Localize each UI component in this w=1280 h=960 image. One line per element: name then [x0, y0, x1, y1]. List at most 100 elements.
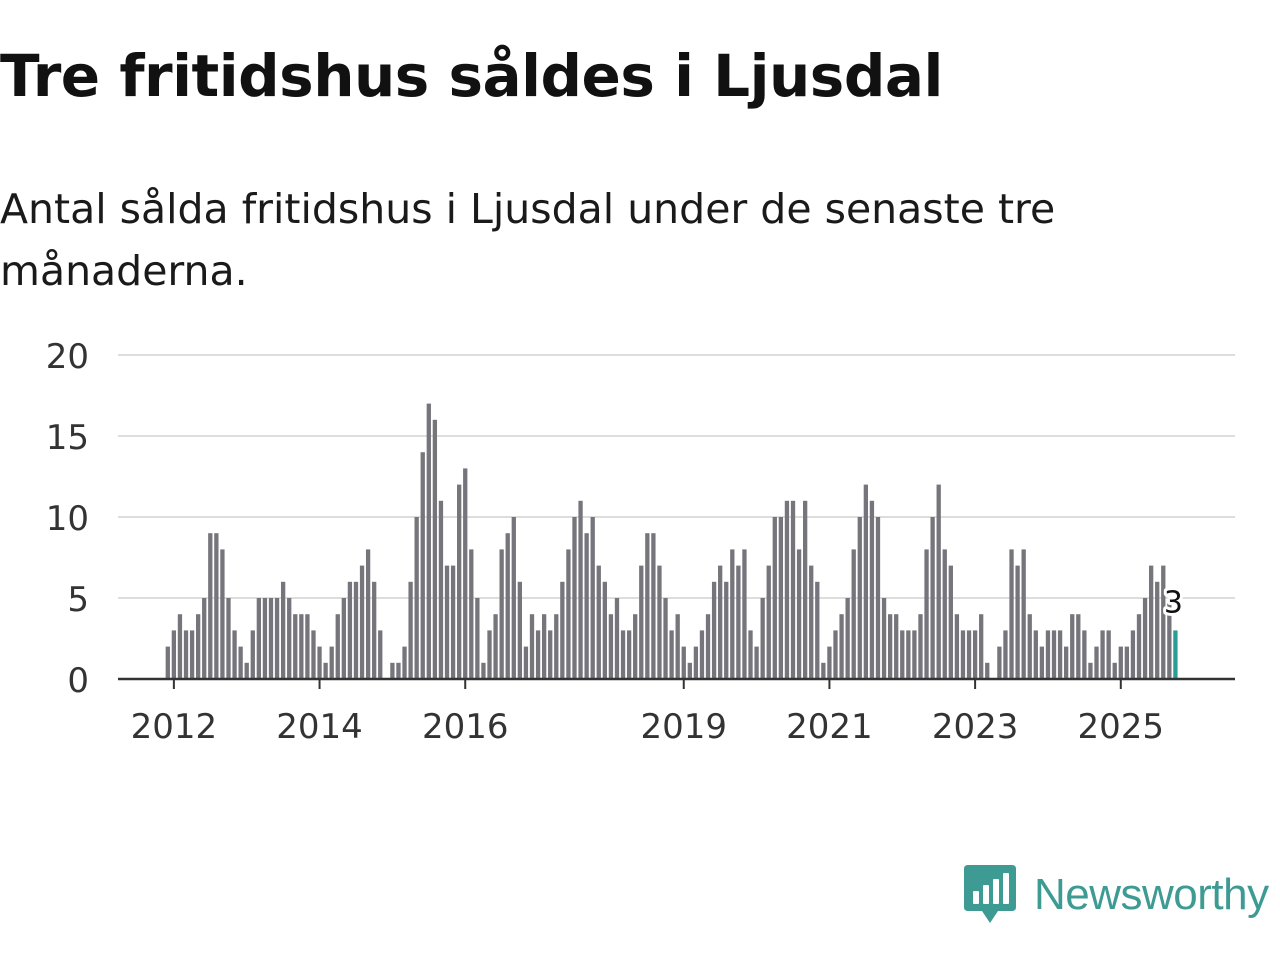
bar	[226, 598, 231, 679]
bar	[232, 630, 237, 679]
bar	[614, 598, 620, 679]
bar	[596, 565, 601, 679]
bar	[493, 614, 498, 679]
bar	[754, 646, 759, 679]
bar	[548, 630, 553, 679]
bar	[985, 662, 990, 679]
bar	[1009, 549, 1014, 679]
bar	[942, 549, 947, 679]
bar	[748, 630, 753, 679]
bar	[189, 630, 195, 679]
bar	[657, 565, 662, 679]
bar	[948, 565, 953, 679]
bar	[1173, 630, 1178, 679]
x-tick-label: 2023	[932, 707, 1019, 747]
bar	[851, 549, 856, 679]
bar	[809, 565, 814, 679]
y-tick-label: 5	[67, 580, 89, 620]
bar	[311, 630, 316, 679]
bar	[718, 565, 723, 679]
bar	[742, 549, 747, 679]
bar	[1045, 630, 1051, 679]
bar	[250, 630, 255, 679]
bar	[402, 646, 407, 679]
bar	[372, 581, 377, 679]
bar	[487, 630, 492, 679]
bar	[244, 662, 249, 679]
bar	[979, 614, 984, 679]
bar	[214, 533, 219, 679]
bar	[626, 630, 632, 679]
bar	[183, 630, 189, 679]
bar	[875, 517, 881, 679]
bar	[1106, 630, 1111, 679]
bar	[535, 630, 541, 679]
bar	[711, 581, 717, 679]
bar	[960, 630, 966, 679]
bar	[268, 598, 274, 679]
bar	[760, 598, 765, 679]
bar	[517, 581, 523, 679]
x-tick-label: 2019	[640, 707, 727, 747]
bar	[954, 614, 960, 679]
bar	[997, 646, 1002, 679]
bar	[287, 598, 292, 679]
bar	[669, 630, 674, 679]
bar	[305, 614, 310, 679]
bar	[566, 549, 571, 679]
x-axis-ticks: 2012 2014 2016 2019 2021 2023 2025	[131, 679, 1164, 747]
grid-lines	[118, 354, 1235, 599]
bar	[208, 533, 213, 679]
bar	[1112, 662, 1117, 679]
bar	[1167, 598, 1172, 679]
bar	[803, 500, 808, 679]
latest-value-label: 3	[1164, 585, 1183, 620]
bar	[396, 662, 401, 679]
bar	[584, 533, 589, 679]
bar	[966, 630, 972, 679]
bar	[469, 549, 474, 679]
bar	[699, 630, 705, 679]
bar	[481, 662, 486, 679]
bar	[1027, 614, 1032, 679]
x-tick-label: 2021	[786, 707, 873, 747]
bar	[202, 598, 207, 679]
x-tick-label: 2014	[276, 707, 363, 747]
bars	[165, 403, 1178, 679]
bar	[663, 598, 668, 679]
bar	[578, 500, 583, 679]
bar	[572, 517, 577, 679]
bar	[900, 630, 905, 679]
bar	[1130, 630, 1136, 679]
bar	[1070, 614, 1075, 679]
bar	[839, 614, 844, 679]
y-tick-label: 0	[67, 661, 89, 701]
bar	[335, 614, 340, 679]
bar	[590, 517, 595, 679]
bar	[1057, 630, 1063, 679]
bar	[1100, 630, 1105, 679]
bar	[833, 630, 838, 679]
bar	[1148, 565, 1154, 679]
bar	[887, 614, 893, 679]
bar	[426, 403, 431, 679]
bar	[827, 646, 832, 679]
bar	[778, 517, 784, 679]
bar	[602, 581, 607, 679]
y-tick-label: 15	[46, 418, 89, 458]
bar	[165, 646, 170, 679]
bar	[196, 614, 201, 679]
bar	[766, 565, 771, 679]
bar	[924, 549, 929, 679]
bar	[1051, 630, 1057, 679]
x-tick-label: 2016	[422, 707, 509, 747]
x-tick-label: 2025	[1078, 707, 1165, 747]
bar	[863, 484, 868, 679]
bar	[280, 581, 286, 679]
bar	[1142, 598, 1148, 679]
bar	[323, 662, 328, 679]
chart-title: Tre fritidshus såldes i Ljusdal	[0, 42, 943, 110]
newsworthy-icon	[964, 865, 1016, 923]
bar	[365, 549, 371, 679]
bar	[505, 533, 510, 679]
